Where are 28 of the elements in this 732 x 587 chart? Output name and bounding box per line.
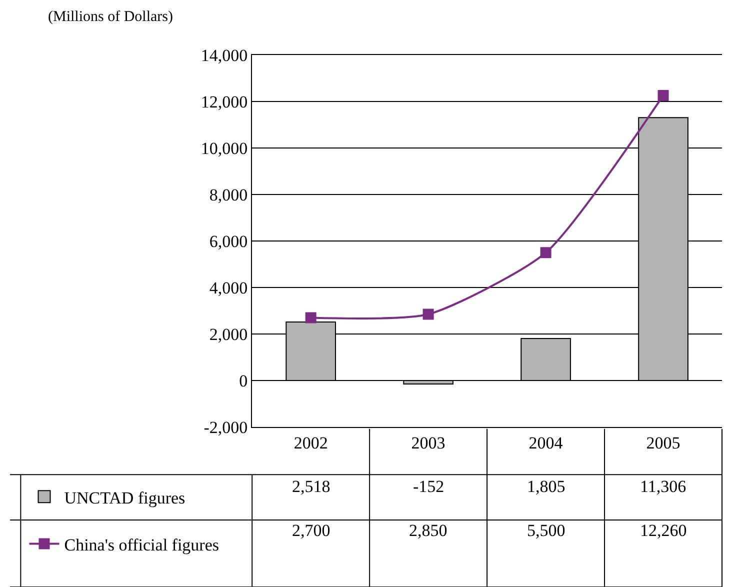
data-label: 2,518 xyxy=(292,477,330,496)
x-tick-label: 2005 xyxy=(646,433,680,452)
y-tick-label: 8,000 xyxy=(209,185,248,204)
y-tick-label: 2,000 xyxy=(209,324,248,344)
data-label: 1,805 xyxy=(527,477,566,496)
data-label: 2,850 xyxy=(409,521,448,540)
y-tick-label: -2,000 xyxy=(204,418,248,437)
y-axis-title: (Millions of Dollars) xyxy=(48,9,173,25)
data-label: 5,500 xyxy=(527,521,566,540)
legend-label: UNCTAD figures xyxy=(64,488,186,508)
point xyxy=(422,308,434,320)
y-tick-label: 12,000 xyxy=(200,92,248,112)
x-tick-label: 2003 xyxy=(411,433,446,452)
x-tick-label: 2002 xyxy=(294,433,328,452)
y-tick-label: 6,000 xyxy=(209,232,248,251)
legend-label: China's official figures xyxy=(64,535,220,554)
point xyxy=(540,247,552,258)
y-tick-label: 0 xyxy=(239,371,248,390)
point xyxy=(658,90,669,101)
data-label: 2,700 xyxy=(292,521,330,540)
y-tick-label: 4,000 xyxy=(209,278,248,298)
data-label: -152 xyxy=(413,477,444,496)
y-tick-label: 10,000 xyxy=(200,138,248,158)
data-label: 12,260 xyxy=(640,521,687,540)
y-tick-label: 14,000 xyxy=(200,46,248,65)
data-label: 11,306 xyxy=(640,477,686,496)
x-tick-label: 2004 xyxy=(528,433,564,452)
point xyxy=(305,312,316,324)
